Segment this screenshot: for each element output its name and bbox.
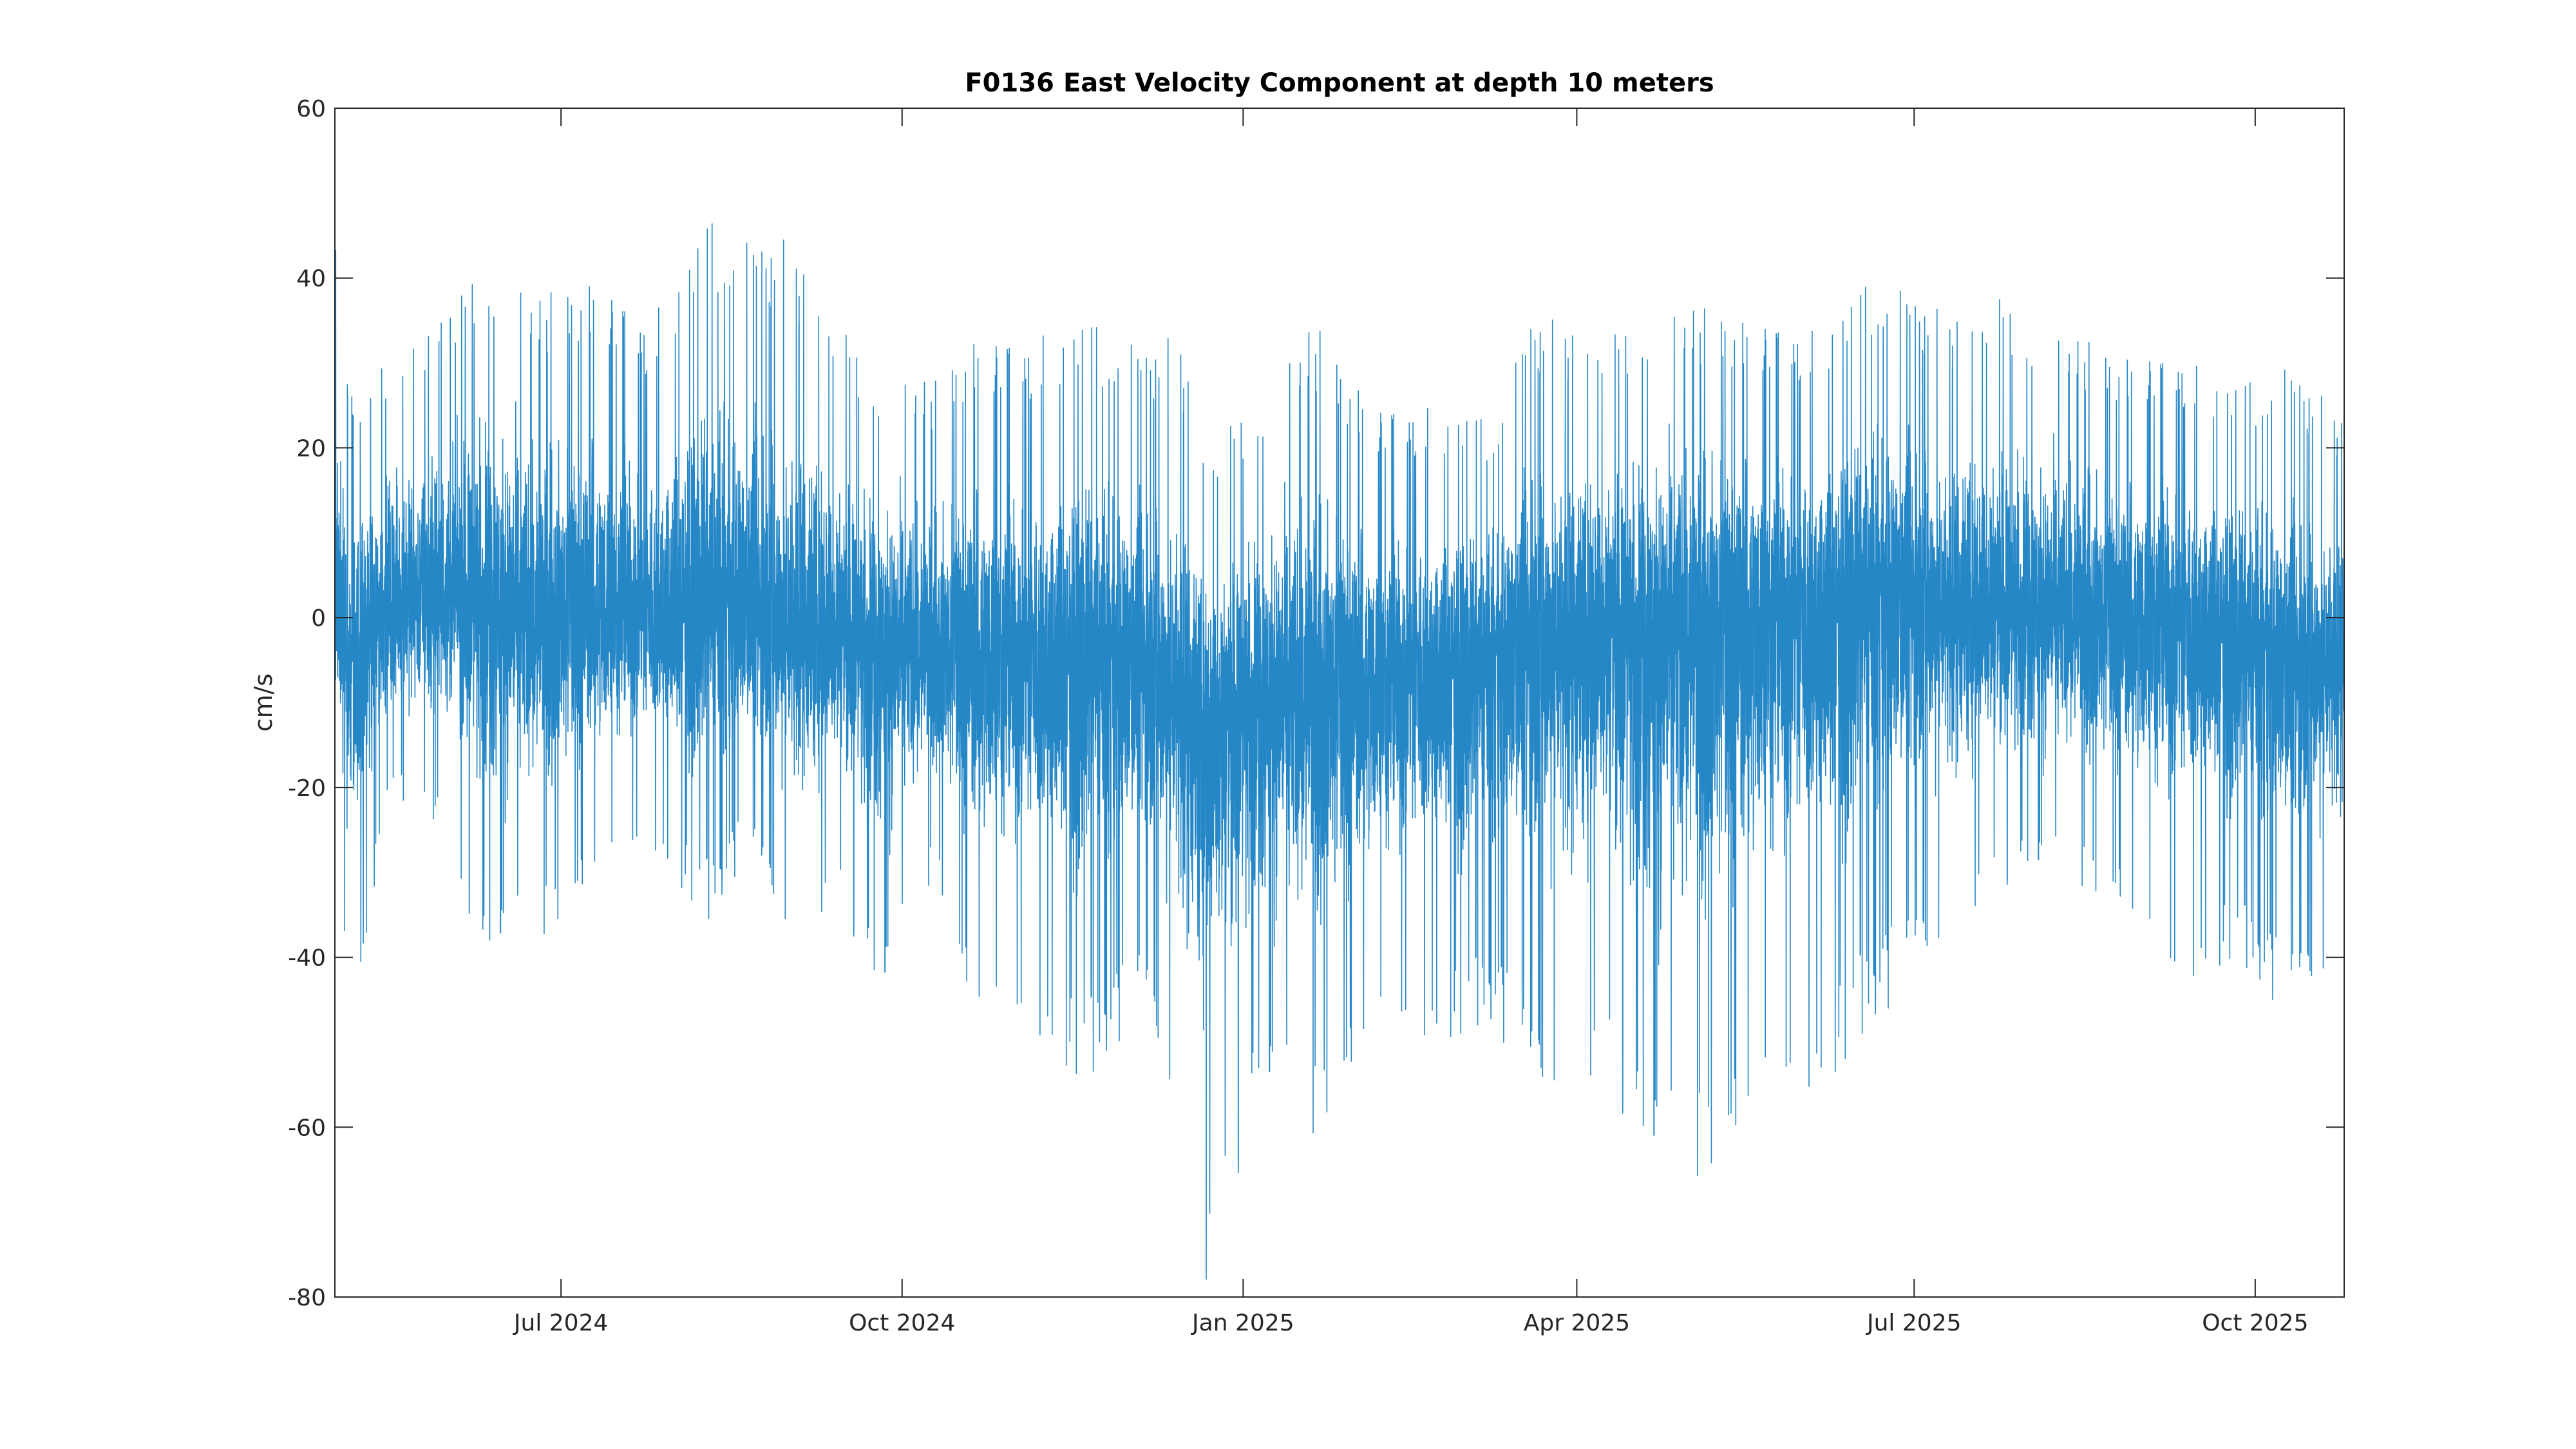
x-tick-label: Oct 2024 — [849, 1310, 955, 1336]
series-line — [334, 223, 2345, 1280]
y-tick-label: -80 — [288, 1285, 326, 1311]
x-axis: Jul 2024 Oct 2024 Jan 2025 Apr 2025 Jul 2025… — [513, 108, 2309, 1336]
y-axis-label: cm/s — [249, 674, 278, 732]
y-tick-label: -20 — [288, 775, 326, 802]
y-tick-label: 0 — [311, 605, 326, 632]
y-tick-label: -60 — [288, 1115, 326, 1141]
x-tick-label: Apr 2025 — [1524, 1310, 1630, 1336]
series-layer — [334, 223, 2345, 1280]
x-tick-label: Jul 2024 — [513, 1310, 609, 1336]
y-axis: 60 40 20 0 -20 -40 -60 -80 — [288, 96, 2344, 1311]
y-tick-label: 60 — [296, 96, 326, 122]
x-tick-label: Jan 2025 — [1191, 1310, 1294, 1336]
axes-box — [334, 108, 2345, 1298]
y-tick-label: -40 — [288, 945, 326, 972]
chart-title: F0136 East Velocity Component at depth 1… — [965, 68, 1714, 98]
y-tick-label: 20 — [296, 435, 326, 462]
x-tick-label: Oct 2025 — [2202, 1310, 2308, 1336]
x-tick-label: Jul 2025 — [1866, 1310, 1962, 1336]
y-tick-label: 40 — [296, 266, 326, 292]
